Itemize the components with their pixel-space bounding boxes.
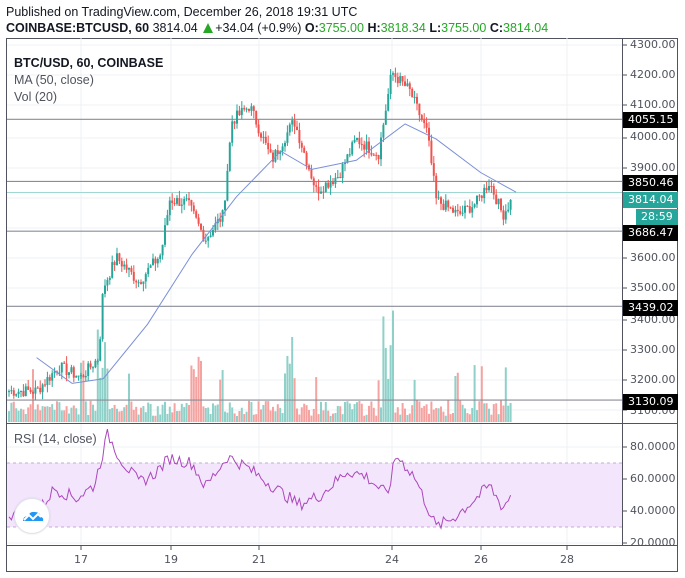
rsi-legend[interactable]: RSI (14, close) — [14, 432, 97, 446]
rsi-tick: 20.0000 — [630, 536, 676, 549]
price-tag-4055: 4055.15 — [623, 112, 678, 128]
price-change: +34.04 (+0.9%) — [215, 21, 302, 35]
cloud-chart-icon — [23, 511, 44, 521]
bar-countdown-tag: 28:59 — [636, 209, 678, 225]
high-label: H: — [367, 21, 381, 35]
price-tick: 3400.00 — [630, 313, 676, 326]
price-tick: 4100.00 — [630, 98, 676, 111]
symbol-line: COINBASE:BTCUSD, 60 3814.04 +34.04 (+0.9… — [6, 20, 548, 36]
low-value: 3755.00 — [441, 21, 487, 35]
grid-lines — [7, 38, 622, 545]
close-value: 3814.04 — [503, 21, 549, 35]
price-tag-3850: 3850.46 — [623, 175, 678, 191]
legend-ma[interactable]: MA (50, close) — [14, 73, 94, 87]
price-tick: 4300.00 — [630, 38, 676, 51]
time-tick: 24 — [385, 553, 399, 566]
price-tag-3130: 3130.09 — [623, 394, 678, 410]
price-tick: 3300.00 — [630, 343, 676, 356]
rsi-tick: 80.0000 — [630, 440, 676, 453]
price-tick: 4200.00 — [630, 68, 676, 81]
close-label: C: — [489, 21, 504, 35]
published-line: Published on TradingView.com, December 2… — [6, 5, 358, 19]
price-tag-3686: 3686.47 — [623, 225, 678, 241]
time-tick: 26 — [474, 553, 488, 566]
price-tick: 3500.00 — [630, 281, 676, 294]
price-tick: 3900.00 — [630, 161, 676, 174]
chart-legend: BTC/USD, 60, COINBASE MA (50, close) Vol… — [14, 55, 163, 106]
price-tick: 3200.00 — [630, 373, 676, 386]
rsi-tick: 60.0000 — [630, 472, 676, 485]
tradingview-logo[interactable] — [14, 498, 50, 534]
rsi-line — [8, 428, 512, 530]
open-value: 3755.00 — [318, 21, 364, 35]
price-tick: 4000.00 — [630, 130, 676, 143]
time-tick: 17 — [74, 553, 88, 566]
price-tick: 3600.00 — [630, 251, 676, 264]
symbol: COINBASE:BTCUSD, 60 — [6, 21, 150, 35]
current-price-tag: 3814.04 — [623, 192, 678, 208]
legend-vol[interactable]: Vol (20) — [14, 90, 58, 104]
chart-header: Published on TradingView.com, December 2… — [6, 4, 548, 36]
volume-bars — [8, 310, 512, 422]
rsi-tick: 40.0000 — [630, 504, 676, 517]
last-price: 3814.04 — [152, 21, 198, 35]
time-tick: 19 — [164, 553, 178, 566]
low-label: L: — [429, 21, 442, 35]
up-triangle-icon — [203, 23, 214, 33]
open-label: O: — [304, 21, 319, 35]
price-tag-3439: 3439.02 — [623, 300, 678, 316]
ma-line — [36, 123, 517, 384]
high-value: 3818.34 — [380, 21, 426, 35]
time-tick: 21 — [252, 553, 266, 566]
legend-title[interactable]: BTC/USD, 60, COINBASE — [14, 56, 164, 70]
candles — [8, 67, 512, 400]
time-tick: 28 — [560, 553, 574, 566]
